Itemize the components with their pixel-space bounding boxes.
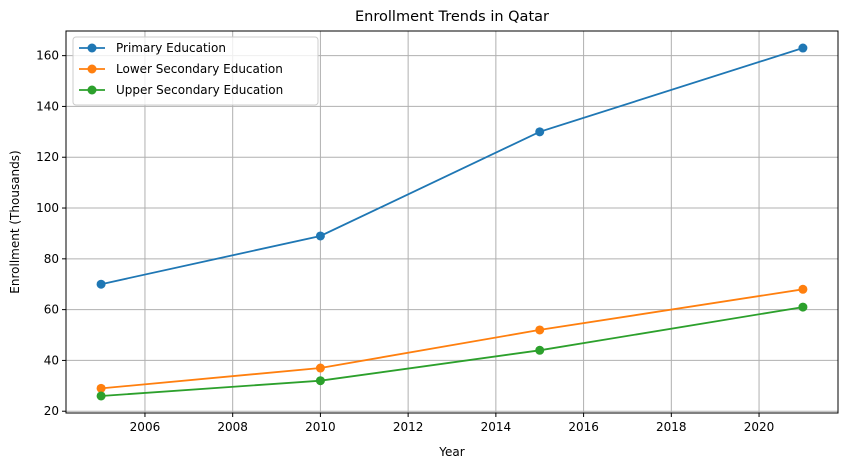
y-tick-label: 120 <box>36 150 59 164</box>
x-tick-label: 2020 <box>744 420 775 434</box>
legend-label: Primary Education <box>116 41 226 55</box>
chart-title: Enrollment Trends in Qatar <box>355 9 549 25</box>
data-point <box>798 284 808 294</box>
series-line-0 <box>100 47 804 286</box>
data-point <box>96 391 106 401</box>
y-tick-label: 60 <box>44 303 59 317</box>
x-tick-label: 2014 <box>481 420 512 434</box>
data-point <box>798 302 808 312</box>
data-point <box>96 279 106 289</box>
grid-lines <box>66 31 838 413</box>
y-tick-label: 100 <box>36 201 59 215</box>
legend-marker <box>87 85 97 95</box>
series-line-1 <box>101 288 804 390</box>
y-tick-label: 160 <box>36 49 59 63</box>
y-tick-label: 140 <box>36 99 59 113</box>
data-point <box>535 345 545 355</box>
x-tick-label: 2018 <box>656 420 687 434</box>
y-axis-label: Enrollment (Thousands) <box>8 150 22 293</box>
plot-frame <box>65 30 839 414</box>
data-point <box>535 127 545 137</box>
x-tick-label: 2016 <box>568 420 599 434</box>
legend-label: Lower Secondary Education <box>116 62 283 76</box>
x-axis-label: Year <box>438 445 464 459</box>
data-point <box>535 325 545 335</box>
data-point <box>315 363 325 373</box>
legend-marker <box>87 64 97 74</box>
x-tick-label: 2012 <box>393 420 424 434</box>
x-tick-label: 2010 <box>305 420 336 434</box>
x-tick-label: 2008 <box>217 420 248 434</box>
series-line-2 <box>101 306 804 397</box>
data-point <box>315 231 325 241</box>
data-point <box>96 383 106 393</box>
legend-box <box>72 36 319 106</box>
x-tick-label: 2006 <box>130 420 161 434</box>
legend: Primary Education Lower Secondary Educati… <box>72 36 319 106</box>
y-tick-label: 20 <box>44 404 59 418</box>
legend-marker <box>87 43 97 53</box>
data-point <box>798 43 808 53</box>
y-tick-label: 80 <box>44 252 59 266</box>
data-point <box>315 376 325 386</box>
legend-label: Upper Secondary Education <box>116 83 283 97</box>
data-series <box>96 43 808 401</box>
axis-ticks: 2006 2008 2010 2012 2014 2016 2018 202020406080… <box>36 49 774 434</box>
y-tick-label: 40 <box>44 353 59 367</box>
